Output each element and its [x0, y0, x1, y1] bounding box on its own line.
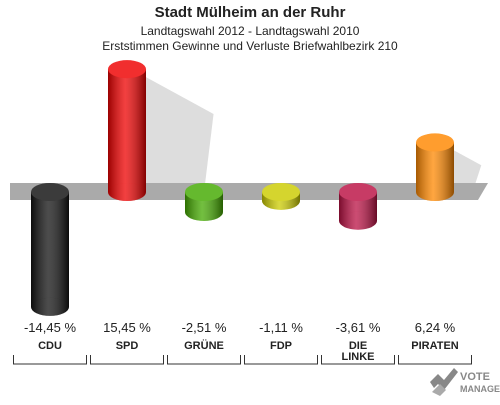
- bar-shade: [108, 69, 146, 192]
- bar-bottom-shade: [416, 183, 454, 201]
- value-label-die-linke: -3,61 %: [336, 320, 381, 335]
- bar-top-cap: [339, 183, 377, 201]
- bar-top-highlight: [31, 183, 69, 201]
- bar-shadow-spd: [146, 77, 214, 196]
- bar-bottom-shade: [339, 211, 377, 230]
- bar-bottom-shade: [108, 183, 146, 201]
- bar-gr-ne: [185, 183, 223, 221]
- bar-spd: [108, 60, 146, 201]
- bar-top-cap: [108, 60, 146, 79]
- category-label-die-linke: LINKE: [342, 351, 375, 363]
- bar-top-highlight: [339, 183, 377, 201]
- bar-piraten: [416, 133, 454, 201]
- bar-top-highlight: [416, 133, 454, 152]
- bar-top-cap: [262, 183, 300, 201]
- category-axis-bracket: [321, 355, 395, 365]
- bar-top-highlight: [108, 60, 146, 79]
- bar-cdu: [31, 183, 69, 316]
- bar-top-cap: [185, 183, 223, 201]
- chart-title: Stadt Mülheim an der Ruhr: [154, 4, 346, 21]
- category-axis-bracket: [167, 355, 241, 365]
- category-label-gr-ne: GRÜNE: [184, 339, 224, 352]
- bar-fdp: [262, 183, 300, 210]
- bar-bottom-shade: [185, 202, 223, 221]
- category-axis-bracket: [244, 355, 318, 365]
- category-label-fdp: FDP: [270, 340, 292, 352]
- chart-subtitle-1: Landtagswahl 2012 - Landtagswahl 2010: [140, 24, 360, 38]
- category-axis-bracket: [90, 355, 164, 365]
- value-label-spd: 15,45 %: [103, 320, 151, 335]
- vote-manager-logo: VOTE MANAGER: [426, 364, 500, 400]
- value-label-piraten: 6,24 %: [415, 320, 456, 335]
- chart-subtitle-2: Erststimmen Gewinne und Verluste Briefwa…: [102, 39, 398, 53]
- bar-bottom-shade: [31, 297, 69, 316]
- value-label-cdu: -14,45 %: [24, 320, 76, 335]
- logo-text-vote: VOTE: [460, 371, 490, 383]
- category-label-cdu: CDU: [38, 340, 62, 352]
- category-axis-bracket: [398, 355, 472, 365]
- bar-shade: [31, 192, 69, 307]
- bar-top-cap: [416, 133, 454, 152]
- value-label-gr-ne: -2,51 %: [182, 320, 227, 335]
- category-label-piraten: PIRATEN: [411, 340, 459, 352]
- value-label-fdp: -1,11 %: [259, 320, 303, 335]
- bar-top-highlight: [262, 183, 300, 201]
- logo-text-manager: MANAGER: [460, 384, 500, 394]
- category-label-spd: SPD: [116, 340, 139, 352]
- category-axis-bracket: [13, 355, 87, 365]
- ballot-check-icon: VOTE MANAGER: [430, 368, 500, 396]
- bar-top-highlight: [185, 183, 223, 201]
- bar-top-cap: [31, 183, 69, 201]
- category-label-die-linke: DIE: [349, 340, 367, 352]
- bar-die-linke: [339, 183, 377, 230]
